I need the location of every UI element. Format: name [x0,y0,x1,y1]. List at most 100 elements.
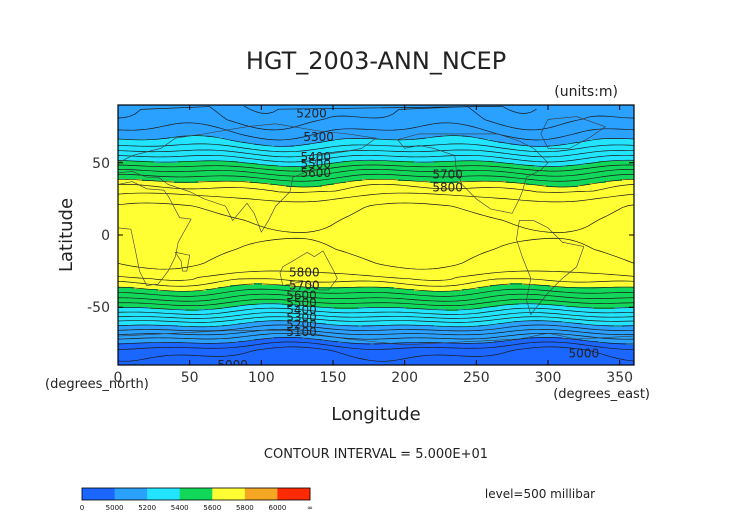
contour-line [118,270,634,281]
band-cell [394,287,479,290]
band-cell [118,131,634,134]
band-cell [118,119,634,122]
band-cell [510,143,567,146]
band-cell [118,317,634,320]
band-cell [326,163,515,166]
band-cell [118,191,634,194]
band-cell [118,125,634,128]
band-cell [238,305,307,308]
band-cell [342,161,415,164]
contour-line [118,312,634,319]
contour-label: 5300 [286,310,317,324]
contour-line [118,303,634,311]
band-cell [118,299,634,302]
band-cell [374,343,627,346]
band-cell [118,309,187,312]
band-cell [322,185,547,188]
x-tick-label: 200 [391,370,418,386]
contour-line [118,135,634,147]
band-cell [118,267,634,270]
colorbar-swatch [244,488,278,500]
band-cell [170,137,223,140]
band-cell [118,245,634,248]
band-cell [118,233,634,236]
band-cell [118,301,634,304]
band-cell [198,309,447,312]
band-cell [118,249,634,252]
band-cell [118,167,634,170]
band-cell [118,139,231,142]
band-cell [118,151,634,154]
band-cell [462,135,634,138]
band-cell [442,135,463,138]
band-cell [118,355,634,358]
band-cell [118,315,634,318]
colorbar-label: ∞ [307,504,313,512]
band-cell [118,201,634,204]
band-cell [258,303,283,306]
contour-line [118,122,634,141]
colorbar-swatch [277,488,311,500]
band-cell [290,285,491,288]
band-cell [238,323,327,326]
band-cell [514,163,587,166]
band-cell [118,229,634,232]
contour-label: 5800 [289,266,320,280]
continent-outline [396,133,549,214]
contour-line [118,202,634,233]
band-cell [306,165,535,168]
band-cell [262,283,511,286]
colorbar-label: 6000 [269,504,287,512]
contour-line [118,316,634,323]
band-cell [302,337,531,340]
continent-outline [540,116,606,149]
band-cell [458,309,634,312]
band-cell [118,227,634,230]
band-cell [118,205,634,208]
band-cell [118,357,634,360]
colorbar-label: 5200 [138,504,156,512]
band-cell [566,165,634,168]
band-cell [490,285,551,288]
contour-line [118,298,634,307]
continent-outline [118,123,377,233]
band-cell [258,163,327,166]
band-cell [118,231,634,234]
band-cell [118,293,634,296]
y-tick-label: 0 [101,228,110,244]
x-tick-label: 0 [114,370,123,386]
band-cell [118,221,634,224]
band-cell [198,181,251,184]
band-cell [118,305,239,308]
band-cell [118,115,634,118]
band-cell [306,321,515,324]
band-cell [118,141,243,144]
band-cell [118,339,255,342]
band-cell [134,287,219,290]
band-cell [118,111,634,114]
x-tick-label: 150 [320,370,347,386]
band-cell [578,185,634,188]
band-cell [498,141,579,144]
band-cell [178,161,239,164]
band-cell [530,337,563,340]
band-cell [118,259,634,262]
contour-label: 5500 [286,296,317,310]
band-cell [118,237,634,240]
band-cell [118,273,634,276]
band-cell [118,171,634,174]
band-cell [230,139,335,142]
contour-label: 5500 [301,157,332,171]
contour-label: 5600 [286,289,317,303]
band-cell [582,339,634,342]
band-cell [590,139,634,142]
band-cell [186,135,207,138]
band-cell [118,343,371,346]
band-cell [118,335,634,338]
y-unit-label: (degrees_north) [45,377,149,392]
contour-line [118,169,634,177]
contour-line [118,341,634,350]
band-cell [306,305,499,308]
x-tick-label: 50 [181,370,199,386]
band-cell [242,141,323,144]
